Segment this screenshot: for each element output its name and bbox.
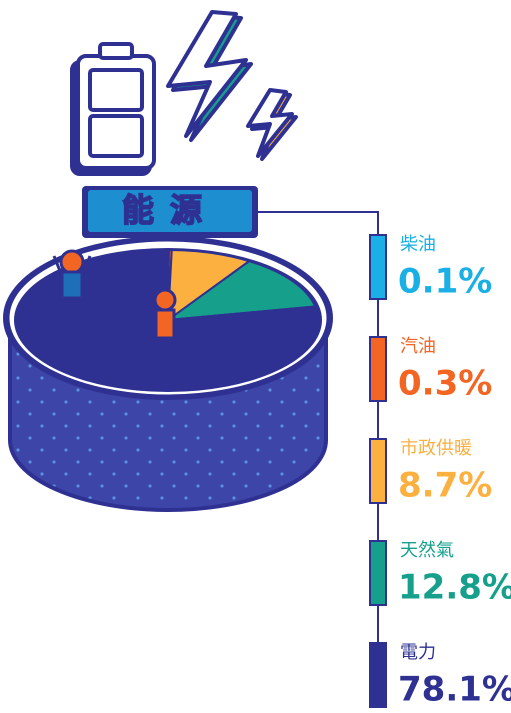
battery-icon [70,42,156,176]
value-label: 12.8% [398,568,511,608]
legend-label: 市政供暖 [400,438,472,459]
lightning-icon [166,10,298,161]
chart-title: 能源 [122,191,218,229]
legend-swatch [369,336,387,402]
title-box: 能源 [82,186,258,238]
value-label: 0.1% [398,262,492,302]
legend-swatch [369,234,387,300]
value-label: 78.1% [398,670,511,710]
legend-swatch [369,642,387,708]
legend: 柴油 0.1% 汽油 0.3% 市政供暖 8.7% 天然氣 12.8% 電力 78.1% [369,234,511,710]
legend-label: 柴油 [400,234,436,255]
legend-label: 天然氣 [400,540,454,561]
legend-label: 汽油 [400,336,436,357]
worker [52,249,177,365]
pie-slice [164,260,317,322]
legend-label: 電力 [400,642,436,663]
pie-slice [166,249,252,323]
legend-swatch [369,540,387,606]
value-label: 8.7% [398,466,492,506]
value-label: 0.3% [398,364,492,404]
legend-swatch [369,438,387,504]
rim [6,238,330,398]
